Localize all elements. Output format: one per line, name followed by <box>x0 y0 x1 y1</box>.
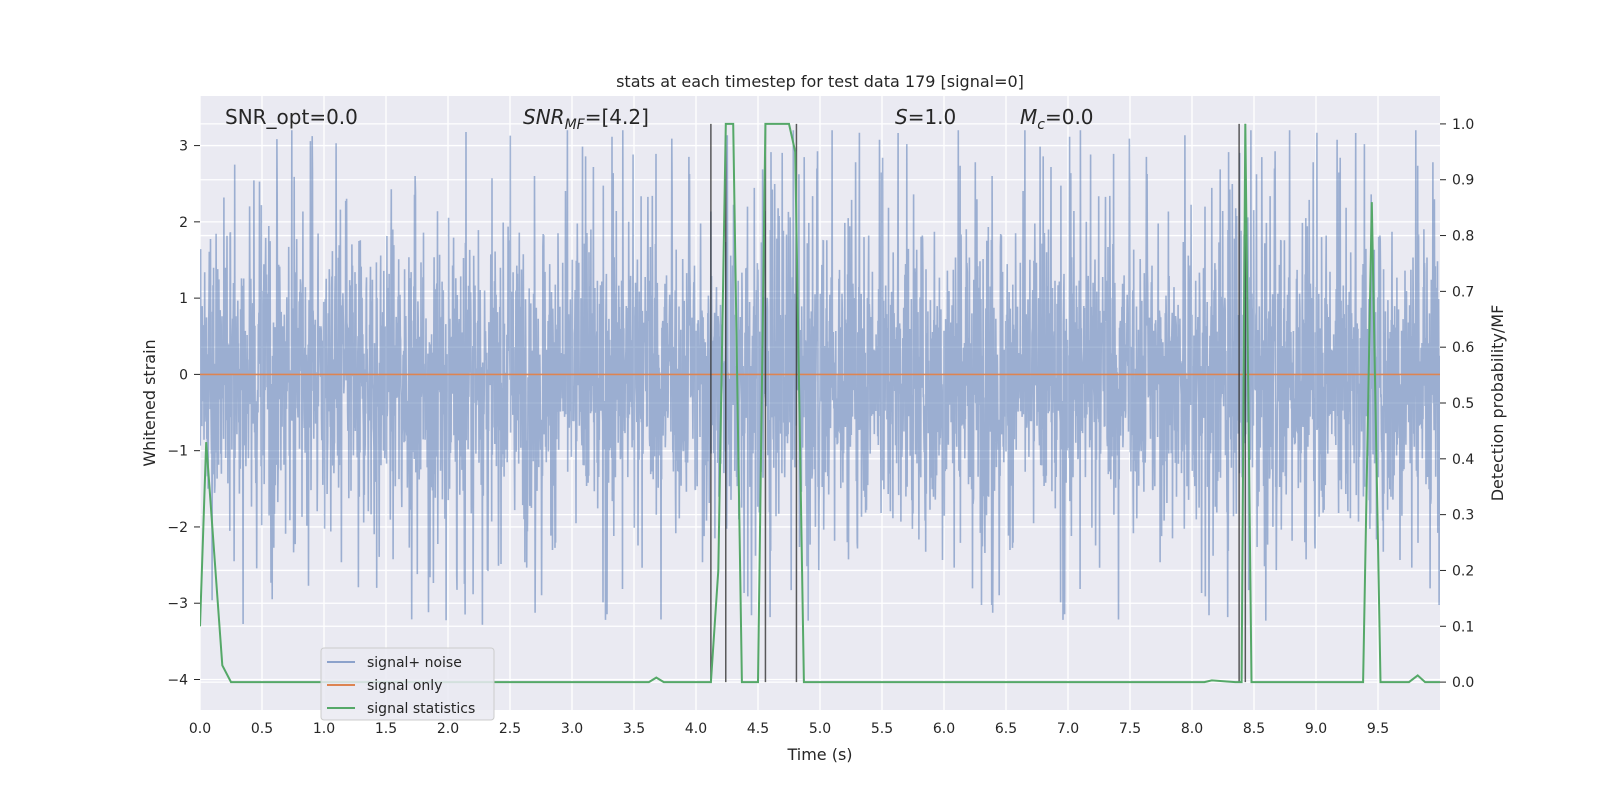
x-tick-label: 6.5 <box>995 721 1017 737</box>
x-tick-label: 9.5 <box>1367 721 1389 737</box>
y-right-tick-label: 0.6 <box>1452 340 1474 356</box>
x-axis-label: Time (s) <box>786 745 852 764</box>
x-tick-label: 0.5 <box>251 721 273 737</box>
x-tick-label: 8.0 <box>1181 721 1203 737</box>
vertical-markers <box>710 123 1247 683</box>
y-axis-left-label: Whitened strain <box>140 339 159 466</box>
y-right-tick-label: 0.7 <box>1452 284 1474 300</box>
y-right-tick-label: 0.2 <box>1452 563 1474 579</box>
legend-box <box>320 647 495 721</box>
x-tick-label: 7.0 <box>1057 721 1079 737</box>
x-tick-label: 1.0 <box>313 721 335 737</box>
series-signal-statistics <box>200 122 1440 684</box>
x-tick-label: 3.0 <box>561 721 583 737</box>
y-right-tick-label: 0.9 <box>1452 173 1474 189</box>
y-right-tick-label: 0.1 <box>1452 619 1474 635</box>
x-tick-label: 9.0 <box>1305 721 1327 737</box>
x-tick-label: 5.5 <box>871 721 893 737</box>
x-axis: 0.0 0.5 1.0 1.5 2.0 2.5 3.0 3.5 4.0 4.5 5.0 5.5 6.0 6… <box>189 721 1389 737</box>
x-tick-label: 8.5 <box>1243 721 1265 737</box>
x-tick-label: 3.5 <box>623 721 645 737</box>
y-left-tick-label: 0 <box>179 367 188 383</box>
y-axis-right-label: Detection probability/MF <box>1488 305 1507 502</box>
y-right-tick-label: 0.0 <box>1452 675 1474 691</box>
y-axis-left: −4 −3 −2 −1 0 1 2 3 <box>167 139 200 688</box>
x-tick-label: 7.5 <box>1119 721 1141 737</box>
annotation-snr-opt: SNR_opt=0.0 <box>225 105 358 129</box>
y-left-tick-label: 3 <box>179 139 188 155</box>
x-tick-label: 0.0 <box>189 721 211 737</box>
annotation-s: S=1.0 <box>895 105 956 129</box>
y-right-tick-label: 0.4 <box>1452 452 1474 468</box>
annotation-mc: Mc=0.0 <box>1020 105 1094 133</box>
y-left-tick-label: 2 <box>179 215 188 231</box>
y-right-tick-label: 1.0 <box>1452 117 1474 133</box>
y-left-tick-label: −1 <box>167 444 188 460</box>
x-tick-label: 6.0 <box>933 721 955 737</box>
chart-title: stats at each timestep for test data 179… <box>616 72 1024 91</box>
x-tick-label: 2.0 <box>437 721 459 737</box>
x-tick-label: 2.5 <box>499 721 521 737</box>
annotation-snr-mf: SNRMF=[4.2] <box>523 105 649 133</box>
y-right-tick-label: 0.8 <box>1452 229 1474 245</box>
x-tick-label: 5.0 <box>809 721 831 737</box>
y-axis-right: 0.0 0.1 0.2 0.3 0.4 0.5 0.6 0.7 0.8 0.9 1.0 <box>1440 117 1474 691</box>
series-signal-noise <box>200 130 1440 625</box>
y-left-tick-label: 1 <box>179 291 188 307</box>
y-left-tick-label: −3 <box>167 596 188 612</box>
x-tick-label: 4.5 <box>747 721 769 737</box>
x-tick-label: 4.0 <box>685 721 707 737</box>
legend-label-signal-noise: signal+ noise <box>367 655 462 671</box>
y-left-tick-label: −4 <box>167 672 188 688</box>
legend-label-signal-statistics: signal statistics <box>367 701 475 717</box>
x-tick-label: 1.5 <box>375 721 397 737</box>
y-left-tick-label: −2 <box>167 520 188 536</box>
legend: signal+ noise signal only signal statist… <box>320 647 495 721</box>
y-right-tick-label: 0.5 <box>1452 396 1474 412</box>
y-right-tick-label: 0.3 <box>1452 508 1474 524</box>
legend-label-signal-only: signal only <box>367 678 442 694</box>
